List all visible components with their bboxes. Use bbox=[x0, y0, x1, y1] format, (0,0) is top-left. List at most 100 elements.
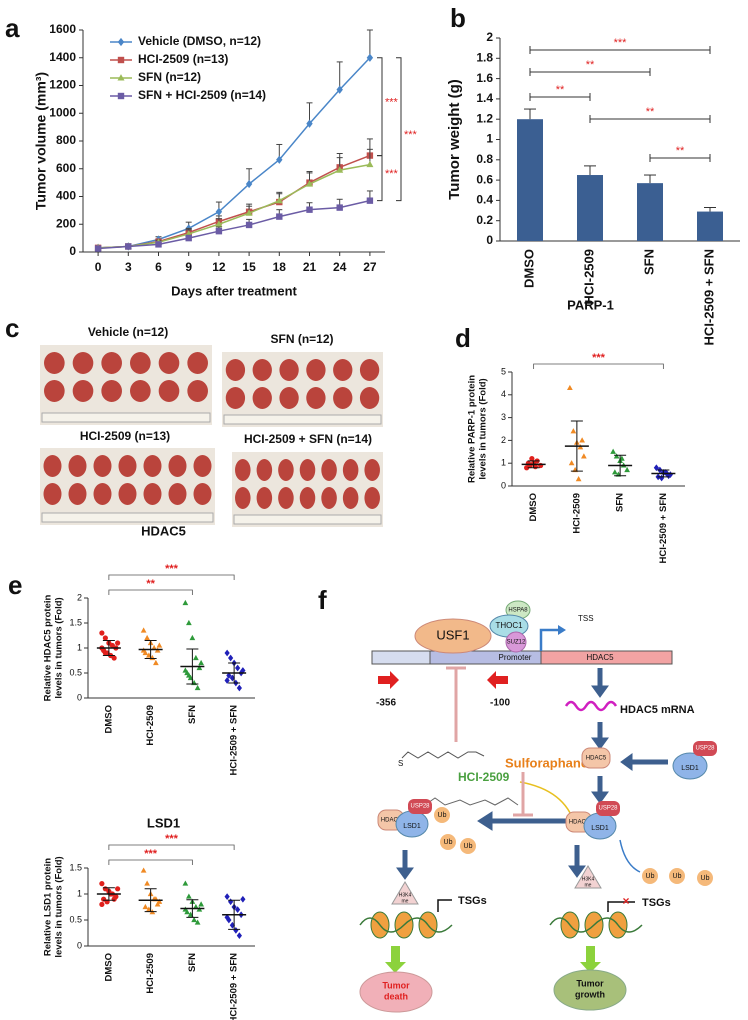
sd-bar bbox=[144, 640, 157, 659]
promoter-label: Promoter bbox=[499, 653, 532, 662]
data-point bbox=[153, 659, 159, 666]
data-point bbox=[140, 867, 147, 873]
data-point bbox=[570, 428, 577, 434]
x-tick-label: 0 bbox=[95, 260, 102, 274]
tumor bbox=[130, 380, 151, 402]
tumor bbox=[118, 483, 137, 505]
tumor bbox=[321, 487, 337, 509]
data-point bbox=[156, 898, 163, 904]
panel-letter: d bbox=[455, 323, 471, 353]
x-tick-label: SFN bbox=[187, 705, 198, 724]
x-tick-label: 21 bbox=[303, 260, 317, 274]
legend-label: SFN (n=12) bbox=[138, 70, 201, 84]
tumor bbox=[333, 387, 353, 409]
y-axis-label: Relative PARP-1 protein bbox=[467, 375, 478, 483]
tumor bbox=[299, 459, 316, 481]
tumor bbox=[252, 387, 272, 409]
ub-label: Ub bbox=[673, 873, 682, 880]
tumor bbox=[256, 459, 273, 481]
ub-label: Ub bbox=[438, 812, 447, 819]
photo-label: HCI-2509 (n=13) bbox=[80, 429, 170, 443]
significance-bracket bbox=[533, 363, 664, 369]
y-tick-label: 0 bbox=[501, 480, 506, 490]
bar bbox=[697, 211, 723, 241]
outcome-arrows bbox=[385, 946, 601, 973]
significance-bracket bbox=[108, 844, 235, 850]
bar bbox=[577, 175, 603, 241]
tumor bbox=[44, 380, 65, 402]
tumor bbox=[72, 352, 94, 374]
suz12 bbox=[505, 631, 527, 653]
mrna-label: HDAC5 mRNA bbox=[620, 704, 695, 716]
tumor bbox=[359, 387, 380, 409]
y-tick-label: 4 bbox=[501, 389, 506, 399]
y-tick-label: 800 bbox=[56, 133, 76, 147]
sd-bar bbox=[228, 662, 241, 684]
tumor bbox=[193, 455, 212, 477]
ub bbox=[642, 868, 658, 884]
data-point bbox=[276, 155, 283, 164]
legend-label: SFN + HCI-2509 (n=14) bbox=[138, 88, 266, 102]
panel-letter: e bbox=[8, 570, 22, 600]
data-point bbox=[575, 476, 582, 482]
y-tick-label: 1.8 bbox=[476, 50, 493, 64]
data-point bbox=[99, 630, 105, 636]
ub bbox=[440, 834, 456, 850]
y-tick-label: 1 bbox=[501, 458, 506, 468]
sd-bar bbox=[228, 899, 241, 930]
significance-label: ** bbox=[586, 59, 595, 71]
x-tick-label: HCI-2509 bbox=[571, 493, 582, 534]
lsd1-protein bbox=[672, 752, 708, 780]
significance-label: *** bbox=[144, 848, 158, 860]
x-axis-label: Days after treatment bbox=[171, 283, 297, 298]
y-tick-label: 1200 bbox=[49, 78, 76, 92]
y-axis-label: Tumor volume (mm³) bbox=[33, 72, 49, 210]
data-point bbox=[186, 619, 192, 626]
primer-arrow bbox=[487, 671, 508, 689]
y-tick-label: 1 bbox=[77, 888, 82, 898]
h3k4-label: H3K4 bbox=[399, 892, 412, 898]
tumor bbox=[299, 487, 316, 509]
data-point bbox=[198, 901, 204, 907]
x-tick-label: 24 bbox=[333, 260, 347, 274]
data-point bbox=[125, 243, 132, 250]
tumor bbox=[168, 483, 187, 505]
data-point bbox=[198, 659, 204, 666]
data-point bbox=[115, 640, 121, 646]
tumor bbox=[43, 455, 62, 477]
significance-label: *** bbox=[592, 352, 606, 364]
tumor bbox=[321, 459, 337, 481]
significance-label: *** bbox=[165, 833, 179, 845]
tumor bbox=[101, 352, 122, 374]
data-point bbox=[182, 880, 189, 886]
photo-label: HCI-2509 + SFN (n=14) bbox=[244, 432, 372, 446]
usp28-label: USP28 bbox=[598, 806, 618, 812]
tsg-arrow bbox=[437, 899, 452, 912]
data-point bbox=[336, 166, 344, 173]
y-tick-label: 0.8 bbox=[476, 152, 493, 166]
panel-letter: b bbox=[450, 3, 466, 33]
tumor bbox=[225, 387, 246, 409]
usp28-protein bbox=[408, 799, 432, 814]
usf1-label: USF1 bbox=[436, 627, 469, 642]
tumor bbox=[93, 483, 112, 505]
data-point bbox=[182, 667, 189, 673]
y-tick-label: 1000 bbox=[49, 105, 76, 119]
tumor bbox=[306, 359, 326, 381]
data-point bbox=[336, 85, 343, 94]
data-point bbox=[276, 213, 283, 220]
chart-title: LSD1 bbox=[147, 815, 180, 830]
tumor bbox=[364, 487, 380, 509]
data-point bbox=[155, 241, 162, 248]
data-point bbox=[194, 684, 201, 691]
me-label: me bbox=[402, 898, 409, 904]
significance-label: *** bbox=[385, 168, 399, 180]
me-label: me bbox=[585, 882, 592, 888]
data-point bbox=[567, 384, 573, 391]
x-tick-label: DMSO bbox=[528, 493, 539, 522]
ub-label: Ub bbox=[464, 843, 473, 850]
y-tick-label: 0.5 bbox=[69, 667, 82, 677]
data-point bbox=[215, 207, 223, 216]
tumor bbox=[44, 352, 65, 374]
suz12-label: SUZ12 bbox=[507, 640, 526, 646]
